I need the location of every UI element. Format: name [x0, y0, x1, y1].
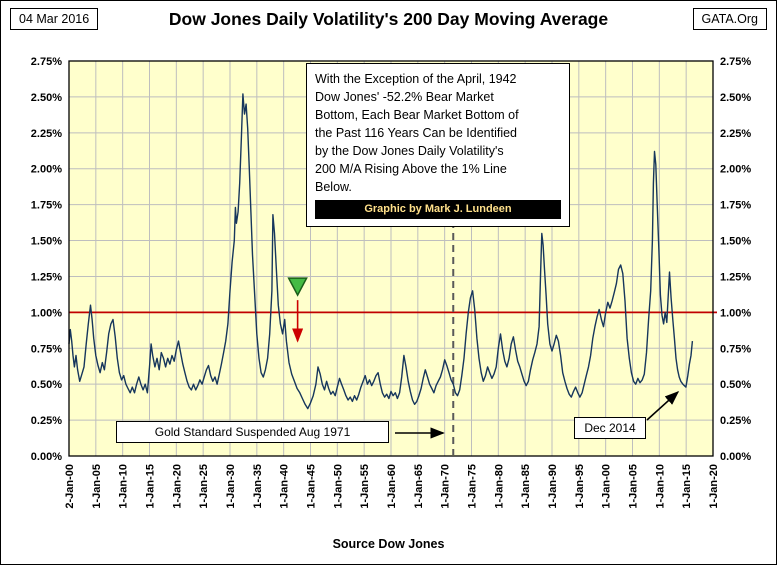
x-tick-label: 1-Jan-55	[359, 464, 371, 509]
x-tick-label: 1-Jan-85	[520, 464, 532, 509]
dec-2014-callout: Dec 2014	[574, 417, 646, 439]
y-tick-label-left: 0.75%	[31, 343, 62, 355]
y-tick-label-left: 2.25%	[31, 128, 62, 140]
annotation-line: Bottom, Each Bear Market Bottom of	[315, 108, 519, 122]
annotation-line: the Past 116 Years Can be Identified	[315, 126, 518, 140]
y-tick-label-right: 2.50%	[720, 92, 751, 104]
x-tick-label: 1-Jan-10	[118, 464, 130, 509]
x-tick-label: 1-Jan-70	[440, 464, 452, 509]
x-tick-label: 1-Jan-15	[681, 464, 693, 509]
y-tick-label-left: 1.75%	[31, 200, 62, 212]
x-tick-label: 1-Jan-80	[493, 464, 505, 509]
y-tick-label-left: 1.00%	[31, 307, 62, 319]
x-tick-label: 1-Jan-00	[601, 464, 613, 509]
y-tick-label-right: 0.25%	[720, 415, 751, 427]
y-tick-label-right: 2.25%	[720, 128, 751, 140]
y-tick-label-right: 1.50%	[720, 236, 751, 248]
dec-2014-arrow	[646, 390, 680, 421]
x-tick-label: 1-Jan-05	[91, 464, 103, 509]
x-tick-label: 1-Jan-20	[708, 464, 720, 509]
y-tick-label-left: 0.50%	[31, 379, 62, 391]
credit-bar: Graphic by Mark J. Lundeen	[315, 200, 561, 219]
x-tick-label: 1-Jan-60	[386, 464, 398, 509]
x-tick-label: 1-Jan-45	[306, 464, 318, 509]
x-tick-label: 1-Jan-65	[413, 464, 425, 509]
x-tick-label: 2-Jan-00	[64, 464, 76, 509]
annotation-box: With the Exception of the April, 1942 Do…	[306, 63, 570, 227]
x-tick-label: 1-Jan-10	[654, 464, 666, 509]
y-tick-label-left: 1.50%	[31, 236, 62, 248]
y-tick-label-left: 1.25%	[31, 271, 62, 283]
date-stamp: 04 Mar 2016	[10, 8, 99, 30]
annotation-line: Below.	[315, 180, 352, 194]
y-tick-label-right: 2.00%	[720, 164, 751, 176]
x-tick-label: 1-Jan-75	[467, 464, 479, 509]
x-tick-label: 1-Jan-95	[574, 464, 586, 509]
x-tick-label: 1-Jan-90	[547, 464, 559, 509]
source-label: Source Dow Jones	[332, 537, 445, 551]
x-tick-label: 1-Jan-40	[279, 464, 291, 509]
y-tick-label-right: 1.00%	[720, 307, 751, 319]
x-tick-label: 1-Jan-25	[198, 464, 210, 509]
y-tick-label-right: 2.75%	[720, 56, 751, 68]
plot-frame	[68, 60, 714, 457]
x-tick-label: 1-Jan-15	[145, 464, 157, 509]
bear-market-bottom-marker	[287, 277, 308, 297]
annotation-line: Dow Jones' -52.2% Bear Market	[315, 90, 494, 104]
y-tick-label-left: 0.25%	[31, 415, 62, 427]
annotation-line: With the Exception of the April, 1942	[315, 72, 517, 86]
y-tick-label-left: 2.75%	[31, 56, 62, 68]
gold-standard-callout: Gold Standard Suspended Aug 1971	[116, 421, 389, 443]
y-tick-label-right: 1.75%	[720, 200, 751, 212]
x-tick-label: 1-Jan-05	[628, 464, 640, 509]
x-tick-label: 1-Jan-20	[171, 464, 183, 509]
y-tick-label-left: 0.00%	[31, 451, 62, 463]
page-title: Dow Jones Daily Volatility's 200 Day Mov…	[168, 9, 609, 29]
annotation-line: by the Dow Jones Daily Volatility's	[315, 144, 504, 158]
org-badge: GATA.Org	[692, 8, 767, 30]
y-tick-label-right: 0.75%	[720, 343, 751, 355]
y-tick-label-left: 2.50%	[31, 92, 62, 104]
x-tick-label: 1-Jan-35	[252, 464, 264, 509]
y-tick-label-right: 1.25%	[720, 271, 751, 283]
x-tick-label: 1-Jan-50	[332, 464, 344, 509]
y-tick-label-right: 0.50%	[720, 379, 751, 391]
volatility-series-line	[68, 93, 694, 410]
annotation-line: 200 M/A Rising Above the 1% Line	[315, 162, 507, 176]
y-tick-label-right: 0.00%	[720, 451, 751, 463]
y-tick-label-left: 2.00%	[31, 164, 62, 176]
x-tick-label: 1-Jan-30	[225, 464, 237, 509]
